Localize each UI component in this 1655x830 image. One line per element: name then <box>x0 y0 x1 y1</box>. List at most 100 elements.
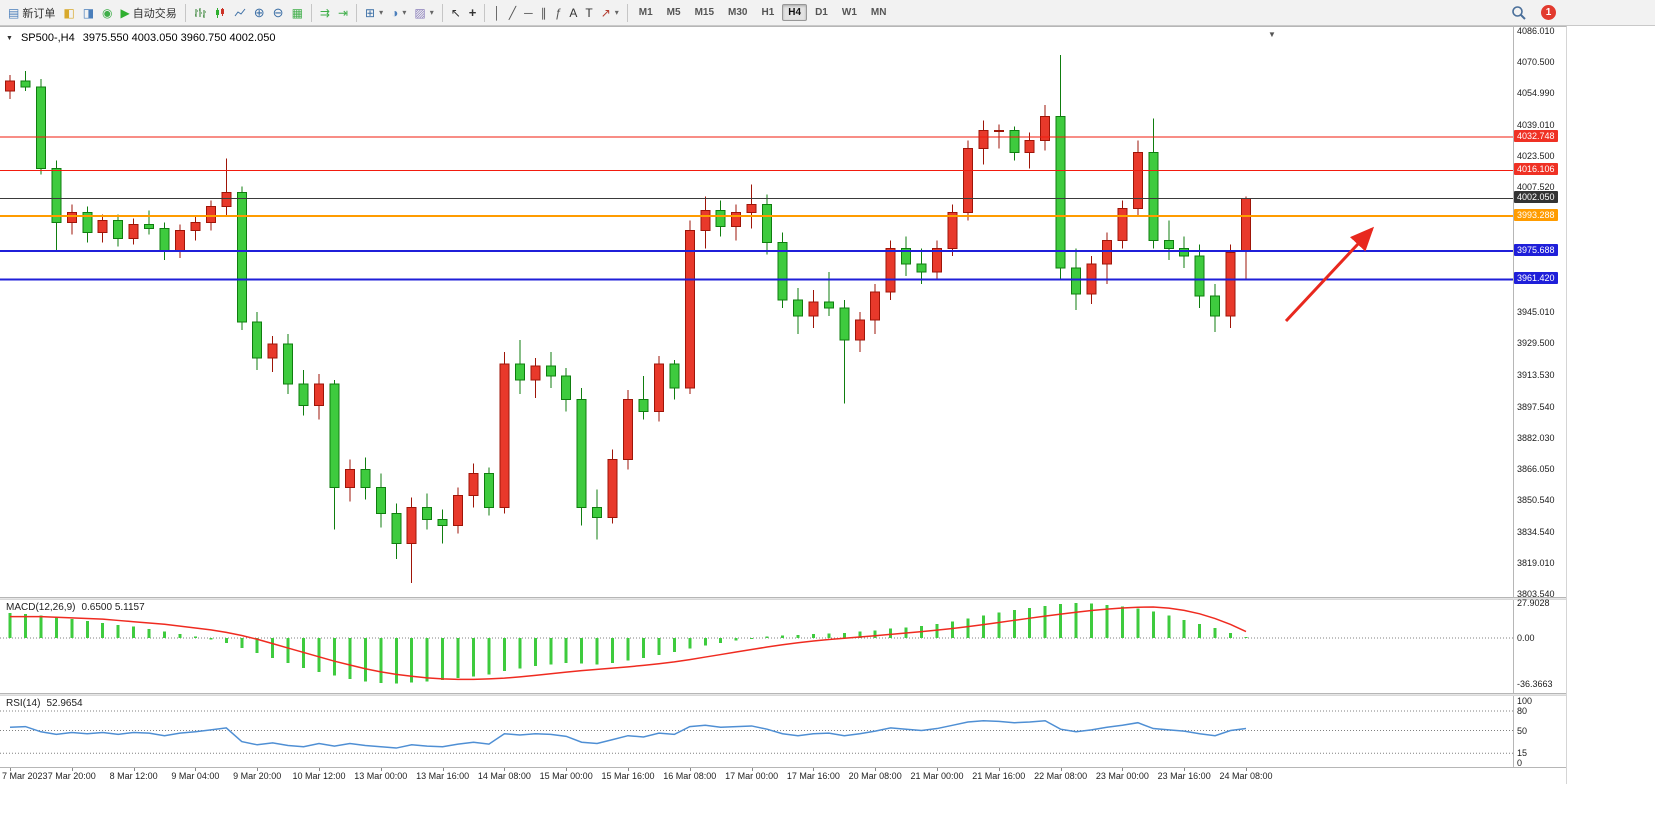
templates-button[interactable]: ▨ ▾ <box>410 4 437 22</box>
candle-down <box>360 469 371 488</box>
timeframe-h1-button[interactable]: H1 <box>761 7 775 18</box>
candle-up <box>314 383 324 407</box>
line-chart-button[interactable] <box>230 4 250 22</box>
collapse-icon[interactable]: ▼ <box>6 34 13 42</box>
channel-tool-button[interactable]: ∥ <box>537 4 551 22</box>
candle-up <box>499 363 510 508</box>
candle-down <box>113 219 124 239</box>
timeframe-d1-button[interactable]: D1 <box>815 7 828 18</box>
notification-badge[interactable]: 1 <box>1541 5 1556 20</box>
periods-button[interactable]: ◑ ▾ <box>387 4 410 22</box>
candle-down <box>159 227 170 251</box>
search-button[interactable] <box>1507 2 1531 24</box>
price-badge: 4032.748 <box>1514 130 1558 143</box>
rsi-label: RSI(14) <box>6 698 41 709</box>
candle-up <box>854 319 865 341</box>
time-tick <box>628 768 629 771</box>
candle-up <box>344 469 355 488</box>
macd-histogram-bar <box>533 638 537 667</box>
time-tick <box>133 768 135 771</box>
toolbar-separator <box>310 3 312 22</box>
vertical-line-tool-button[interactable]: │ <box>489 4 505 22</box>
shapes-tool-button[interactable]: ↗ ▾ <box>597 4 623 22</box>
price-axis-label: 3834.540 <box>1517 527 1555 538</box>
candle-down <box>483 472 494 508</box>
rsi-canvas[interactable] <box>0 696 1513 767</box>
macd-histogram-bar <box>518 638 522 669</box>
timeframe-m15-button[interactable]: M15 <box>694 7 715 18</box>
rsi-header: RSI(14) 52.9654 <box>6 698 83 709</box>
timeframe-m5-button[interactable]: M5 <box>666 7 681 18</box>
price-chart-canvas[interactable] <box>0 28 1513 597</box>
macd-histogram-bar <box>750 638 754 639</box>
timeframe-mn-button[interactable]: MN <box>870 7 887 18</box>
candle-up <box>66 211 77 223</box>
macd-histogram-bar <box>688 638 692 649</box>
macd-pane[interactable]: MACD(12,26,9) 0.6500 5.1157 27.9028 0.00 -… <box>0 598 1566 693</box>
candle-down <box>35 86 46 170</box>
trendline-icon: ╱ <box>508 5 517 20</box>
timeframe-h4-button[interactable]: H4 <box>782 4 808 21</box>
market-watch-button[interactable]: ◨ <box>79 4 98 22</box>
price-pane[interactable]: ▼ SP500-,H4 3975.550 4003.050 3960.750 4… <box>0 26 1566 599</box>
zoom-out-button[interactable]: ⊖ <box>269 3 288 22</box>
pane-separator[interactable] <box>0 597 1566 600</box>
text-tool-icon: A <box>569 5 578 20</box>
crosshair-button[interactable]: + <box>465 3 481 22</box>
trendline-tool-button[interactable]: ╱ <box>505 4 520 22</box>
macd-histogram-bar <box>193 636 197 638</box>
fibonacci-tool-button[interactable]: ƒ <box>551 4 566 22</box>
tile-windows-button[interactable]: ▦ <box>288 4 307 22</box>
macd-header: MACD(12,26,9) 0.6500 5.1157 <box>6 602 145 613</box>
time-axis-label: 10 Mar 12:00 <box>292 771 346 781</box>
candlestick-chart-button[interactable] <box>210 4 230 22</box>
label-tool-button[interactable]: T <box>581 4 596 22</box>
candle-down <box>283 343 294 385</box>
chart-shift-marker[interactable]: ▼ <box>1268 30 1276 39</box>
zoom-in-button[interactable]: ⊕ <box>250 3 269 22</box>
rsi-pane[interactable]: RSI(14) 52.9654 100 80 50 15 0 <box>0 696 1566 768</box>
navigator-button[interactable]: ◉ <box>98 4 116 22</box>
auto-scroll-button[interactable]: ⇉ <box>316 4 334 22</box>
candle-down <box>638 399 649 413</box>
price-badge: 3993.288 <box>1514 208 1558 221</box>
candle-up <box>746 203 757 213</box>
macd-histogram-bar <box>224 638 228 644</box>
timeframe-m30-button[interactable]: M30 <box>728 7 748 18</box>
charts-window-button[interactable]: ◧ <box>59 4 78 22</box>
auto-trading-play-icon: ▶ <box>120 5 130 20</box>
time-axis[interactable]: 7 Mar 2023 7 Mar 20:00 8 Mar 12:00 9 Mar 04… <box>0 767 1566 785</box>
new-order-button[interactable]: ▤ 新订单 <box>4 2 59 24</box>
timeframe-m1-button[interactable]: M1 <box>638 7 653 18</box>
chart-shift-button[interactable]: ⇥ <box>334 4 352 22</box>
macd-histogram-bar <box>858 631 862 638</box>
candle-down <box>20 80 31 88</box>
cursor-button[interactable]: ↖ <box>447 4 465 22</box>
macd-histogram-bar <box>70 619 74 638</box>
time-tick <box>1122 768 1124 771</box>
candle-up <box>1101 239 1112 265</box>
candle-down <box>252 321 263 359</box>
macd-histogram-bar <box>178 634 182 638</box>
macd-histogram-bar <box>1151 611 1155 638</box>
rsi-axis-label: 100 <box>1517 696 1533 706</box>
macd-axis-label: 27.9028 <box>1517 598 1550 608</box>
horizontal-line-tool-button[interactable]: ─ <box>520 4 537 22</box>
price-axis-label: 4023.500 <box>1517 150 1555 161</box>
macd-canvas[interactable] <box>0 600 1513 693</box>
macd-histogram-bar <box>1090 603 1093 638</box>
trend-arrow[interactable] <box>1284 226 1375 323</box>
candle-down <box>762 203 773 243</box>
new-chart-button[interactable]: ⊞ ▾ <box>361 4 387 22</box>
text-tool-button[interactable]: A <box>565 4 581 22</box>
bar-chart-button[interactable] <box>190 4 210 22</box>
periods-icon: ◑ <box>391 5 399 20</box>
timeframe-w1-button[interactable]: W1 <box>841 7 857 18</box>
auto-trading-button[interactable]: ▶ 自动交易 <box>117 2 181 24</box>
pane-separator[interactable] <box>0 693 1566 696</box>
macd-histogram-bar <box>950 621 954 638</box>
dropdown-arrow-icon: ▾ <box>379 8 384 17</box>
macd-histogram-bar <box>1028 607 1032 638</box>
price-axis-label: 3850.540 <box>1517 495 1555 506</box>
